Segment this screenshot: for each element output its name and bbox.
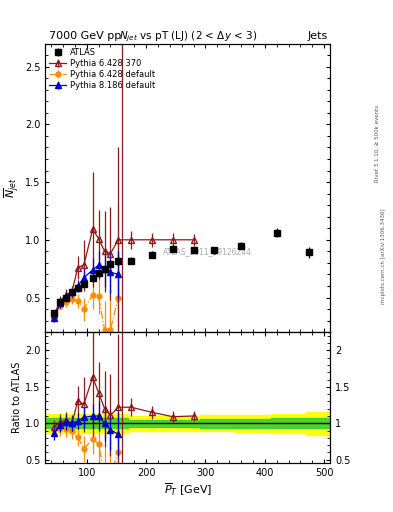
- Legend: ATLAS, Pythia 6.428 370, Pythia 6.428 default, Pythia 8.186 default: ATLAS, Pythia 6.428 370, Pythia 6.428 de…: [48, 46, 157, 92]
- Text: ATLAS_2011_S9126244: ATLAS_2011_S9126244: [163, 247, 252, 256]
- Text: 7000 GeV pp: 7000 GeV pp: [49, 31, 121, 41]
- Text: Rivet 3.1.10, ≥ 500k events: Rivet 3.1.10, ≥ 500k events: [375, 105, 380, 182]
- Y-axis label: $\overline{N}_{jet}$: $\overline{N}_{jet}$: [3, 178, 22, 198]
- X-axis label: $\overline{P}_T$ [GeV]: $\overline{P}_T$ [GeV]: [163, 481, 212, 498]
- Y-axis label: Ratio to ATLAS: Ratio to ATLAS: [12, 362, 22, 434]
- Text: mcplots.cern.ch [arXiv:1306.3436]: mcplots.cern.ch [arXiv:1306.3436]: [381, 208, 386, 304]
- Title: $N_{jet}$ vs pT (LJ) (2 < $\Delta y$ < 3): $N_{jet}$ vs pT (LJ) (2 < $\Delta y$ < 3…: [119, 29, 257, 44]
- Text: Jets: Jets: [308, 31, 328, 41]
